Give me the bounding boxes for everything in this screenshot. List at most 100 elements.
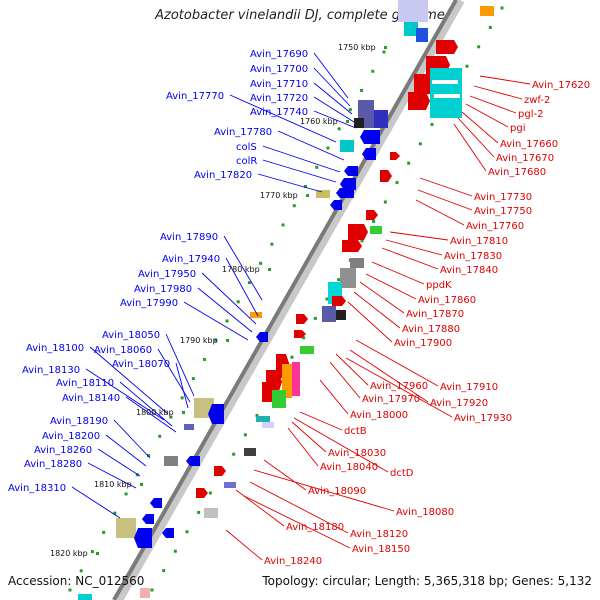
gene-magenta xyxy=(292,362,300,396)
gene-black xyxy=(354,118,364,128)
gene-red xyxy=(332,296,346,306)
gene-label-left: Avin_17780 xyxy=(214,127,272,138)
leader-line-right xyxy=(371,261,425,285)
gc-dot-outer xyxy=(395,181,399,185)
gene-cyan xyxy=(78,594,92,600)
gene-label-right: Avin_18030 xyxy=(328,448,386,459)
gc-dot-outer xyxy=(465,64,469,68)
gc-dot-outer xyxy=(418,142,422,146)
gene-label-right: dctD xyxy=(390,468,414,479)
leader-line-left xyxy=(262,159,337,183)
gene-blue xyxy=(142,514,154,524)
leader-line-right xyxy=(225,529,263,561)
leader-line-left xyxy=(119,381,173,427)
gene-label-right: Avin_18040 xyxy=(320,462,378,473)
leader-line-right xyxy=(479,75,531,85)
gc-dot-outer xyxy=(383,200,387,204)
gc-dot-outer xyxy=(150,588,154,592)
tick-label: 1770 kbp xyxy=(260,191,298,200)
gc-dot-outer xyxy=(500,6,504,10)
gene-stripe xyxy=(432,80,458,84)
gene-slate xyxy=(224,482,236,488)
leader-line-left xyxy=(125,396,177,433)
gene-green xyxy=(272,390,286,408)
gc-dot-inner xyxy=(247,281,251,285)
leader-line-left xyxy=(262,145,341,173)
gc-dot-inner xyxy=(124,492,128,496)
leader-line-right xyxy=(461,111,499,144)
tick-mark xyxy=(268,268,271,271)
leader-line-left xyxy=(89,346,169,415)
gene-olive xyxy=(116,518,136,538)
gc-dot-outer xyxy=(372,219,376,223)
gene-cyan xyxy=(430,68,462,118)
gene-label-left: Avin_18050 xyxy=(102,330,160,341)
leader-line-right xyxy=(347,301,393,343)
leader-line-left xyxy=(201,272,257,325)
gene-label-right: Avin_18240 xyxy=(264,556,322,567)
gc-dot-outer xyxy=(360,239,364,243)
gene-label-left: Avin_17690 xyxy=(250,49,308,60)
leader-line-right xyxy=(329,361,361,399)
leader-line-left xyxy=(313,110,357,129)
leader-line-right xyxy=(359,281,405,314)
gc-dot-outer xyxy=(208,491,212,495)
tick-label: 1790 kbp xyxy=(180,336,218,345)
leader-line-right xyxy=(415,199,465,226)
gene-label-left: Avin_18130 xyxy=(22,365,80,376)
leader-line-right xyxy=(287,427,319,467)
gene-label-left: Avin_18060 xyxy=(94,345,152,356)
gene-label-right: Avin_18120 xyxy=(350,529,408,540)
leader-line-right xyxy=(385,239,443,256)
gc-dot-inner xyxy=(180,396,184,400)
gc-dot-outer xyxy=(337,278,341,282)
gene-red xyxy=(366,210,378,220)
gene-label-right: Avin_17750 xyxy=(474,206,532,217)
tick-mark xyxy=(226,339,229,342)
gc-dot-inner xyxy=(292,204,296,208)
leader-line-left xyxy=(313,52,349,99)
gene-label-right: Avin_17830 xyxy=(444,251,502,262)
gene-label-right: Avin_17620 xyxy=(532,80,590,91)
leader-line-left xyxy=(313,82,353,115)
gene-label-right: Avin_18090 xyxy=(308,486,366,497)
gc-dot-inner xyxy=(68,588,72,592)
gc-dot-outer xyxy=(243,433,247,437)
gene-label-right: Avin_18150 xyxy=(352,544,410,555)
tick-mark xyxy=(306,194,309,197)
gene-grey xyxy=(340,268,356,288)
gc-dot-inner xyxy=(337,127,341,131)
gene-red xyxy=(380,170,392,182)
gene-cyan xyxy=(404,22,418,36)
gene-label-right: ppdK xyxy=(426,280,452,291)
gene-grey xyxy=(204,508,218,518)
gene-label-right: Avin_18180 xyxy=(286,522,344,533)
gene-grey xyxy=(164,456,178,466)
gc-dot-outer xyxy=(313,316,317,320)
gene-label-right: Avin_17910 xyxy=(440,382,498,393)
gc-dot-outer xyxy=(185,530,189,534)
leader-line-left xyxy=(277,130,345,161)
leader-line-left xyxy=(71,486,121,519)
tick-label: 1780 kbp xyxy=(222,265,260,274)
backbone-line xyxy=(112,0,458,600)
gc-dot-inner xyxy=(225,319,229,323)
gene-blue-block xyxy=(416,28,428,42)
gene-orange xyxy=(250,312,262,318)
gc-dot-inner xyxy=(147,454,150,457)
gene-label-left: Avin_18190 xyxy=(50,416,108,427)
gene-label-right: zwf-2 xyxy=(524,95,550,106)
gc-dot-outer xyxy=(255,413,259,417)
gene-red xyxy=(342,240,362,252)
gc-dot-inner xyxy=(360,88,364,92)
leader-line-right xyxy=(249,481,349,534)
gc-dot-inner xyxy=(259,261,263,265)
leader-line-right xyxy=(419,177,473,197)
gene-label-right: Avin_17900 xyxy=(394,338,452,349)
leader-line-right xyxy=(365,273,417,300)
leader-line-left xyxy=(87,462,137,489)
gene-label-left: Avin_18070 xyxy=(112,359,170,370)
gc-dot-inner xyxy=(326,146,330,150)
tick-layer: 1750 kbp 1760 kbp 1770 kbp 1780 kbp 1790 kbp… xyxy=(50,43,387,558)
gc-dot-outer xyxy=(430,122,434,126)
